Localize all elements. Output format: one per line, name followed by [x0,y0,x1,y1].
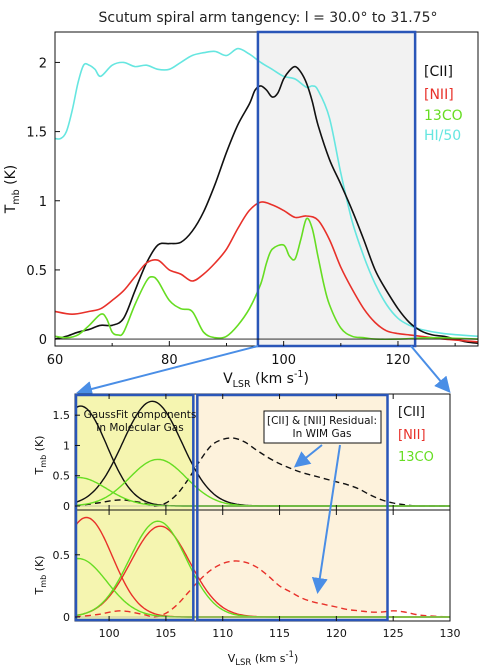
top-y-tick-label: 1.5 [26,126,47,141]
note-molecular-line1: GaussFit components [84,409,197,421]
top-y-tick-label: 2 [39,56,47,71]
bottom1-y-axis-label: Tmb (K) [33,436,48,476]
legend-13co: 13CO [424,108,463,124]
bottom-x-tick-label: 110 [212,627,233,640]
top-highlight-box [256,30,417,348]
note-molecular-line2: In Molecular Gas [96,422,183,434]
legend-cii: [CII] [424,64,453,80]
note-arrow-cii [293,444,323,468]
top-x-tick-label: 120 [386,353,411,368]
zoom-arrows [76,345,451,397]
bottom-plots: 100 105 110 115 120 125 130 0 0.5 1 1.5 0 0.5 Gaus… [33,393,461,668]
top-y-tick-label: 1 [39,195,47,210]
molecular-gas-box [74,393,195,622]
series-line-13co [54,217,479,341]
zoom-arrow-right [410,345,451,394]
bottom-x-tick-label: 100 [99,627,120,640]
top-plot: 60 80 100 120 0 0.5 1 1.5 2 [CII] [NII] 13CO HI… [3,30,479,390]
legend-nii: [NII] [424,87,454,103]
legend-hi50: HI/50 [424,128,461,144]
top-x-tick-label: 100 [271,353,296,368]
bottom2-y-tick-label: 0 [63,611,70,624]
bottom-legend-nii: [NII] [398,428,426,443]
wim-gas-box [196,393,389,622]
note-wim-box [263,410,382,444]
bottom-x-axis-label: VLSR (km s-1) [228,650,298,668]
top-x-tick-label: 80 [161,353,178,368]
bottom-x-tick-label: 115 [269,627,290,640]
note-wim-line2: In WIM Gas [292,428,351,440]
top-y-axis-label: Tmb (K) [3,165,22,214]
bottom-x-tick-label: 125 [383,627,404,640]
molecular-gas-shade [75,394,195,621]
bottom2-y-tick-label: 0.5 [53,549,71,562]
top-x-tick-label: 60 [47,353,64,368]
bottom2-y-axis-label: Tmb (K) [33,556,48,596]
zoom-arrow-left [76,345,259,397]
bottom1-line-cii-residual [74,437,450,507]
bottom-x-tick-label: 130 [440,627,461,640]
bottom-x-tick-label: 120 [326,627,347,640]
chart-title: Scutum spiral arm tangency: l = 30.0° to… [98,10,437,26]
bottom-legend-cii: [CII] [398,405,425,420]
bottom2-line-nii-residual [74,560,451,618]
series-line-hi-50 [54,47,479,338]
bottom-legend-13co: 13CO [398,450,434,465]
top-y-tick-label: 0 [39,333,47,348]
series-line-cii [54,65,479,344]
top-x-axis-label: VLSR (km s-1) [223,369,309,390]
note-arrow-nii [311,444,341,594]
bottom1-y-tick-label: 1.5 [53,409,71,422]
bottom1-y-tick-label: 0.5 [53,470,71,483]
top-y-tick-label: 0.5 [26,264,47,279]
bottom-x-tick-label: 105 [155,627,176,640]
series-line-nii [54,201,479,343]
bottom1-y-tick-label: 0 [63,500,70,513]
note-wim-line1: [CII] & [NII] Residual: [267,415,377,427]
bottom1-y-tick-label: 1 [63,439,70,452]
